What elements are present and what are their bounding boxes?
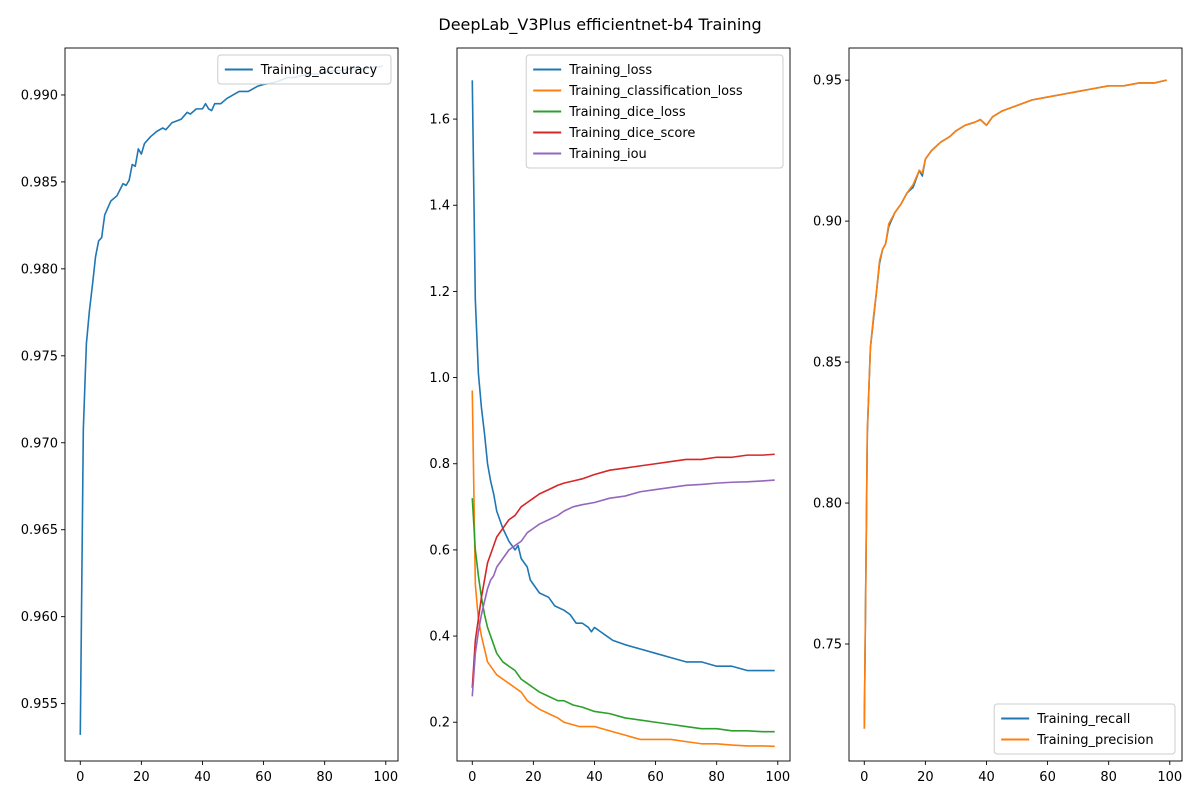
subplot-1: 0 20 40 60 80 100 0.955 0.960 0.965 0.970 0.975 0.9… xyxy=(21,47,399,785)
series-line xyxy=(471,80,775,672)
series-line xyxy=(79,64,384,735)
y-tick-label: 0.985 xyxy=(21,175,58,190)
x-tick-label: 40 xyxy=(586,770,603,785)
y-tick-label: 1.4 xyxy=(429,199,450,214)
series-line xyxy=(863,79,1167,729)
legend: Training_loss Training_classification_los… xyxy=(525,54,784,169)
x-tick-label: 100 xyxy=(1157,770,1182,785)
y-tick-label: 0.975 xyxy=(21,349,58,364)
legend-label: Training_loss xyxy=(568,63,652,78)
series-line xyxy=(471,479,775,697)
axes-frame xyxy=(456,47,791,762)
legend-label: Training_precision xyxy=(1036,733,1153,748)
legend: Training_recall Training_precision xyxy=(993,703,1176,755)
y-tick-label: 0.4 xyxy=(429,630,450,645)
series-line xyxy=(863,79,1167,729)
y-tick-label: 0.2 xyxy=(429,716,450,731)
x-tick-label: 60 xyxy=(647,770,664,785)
legend-box xyxy=(217,54,392,85)
legend-label: Training_recall xyxy=(1036,712,1130,727)
legend: Training_accuracy xyxy=(217,54,392,85)
y-tick-label: 0.965 xyxy=(21,523,58,538)
legend-label: Training_dice_loss xyxy=(568,105,686,120)
figure-title: DeepLab_V3Plus efficientnet-b4 Training xyxy=(438,15,761,35)
x-tick-label: 100 xyxy=(373,770,398,785)
x-tick-label: 0 xyxy=(76,770,84,785)
series-line xyxy=(471,390,775,748)
y-tick-label: 0.85 xyxy=(813,356,842,371)
legend-label: Training_classification_loss xyxy=(568,84,743,99)
y-tick-label: 1.0 xyxy=(429,371,450,386)
y-tick-label: 0.980 xyxy=(21,262,58,277)
x-tick-label: 40 xyxy=(978,770,995,785)
x-tick-label: 40 xyxy=(194,770,211,785)
series-line xyxy=(471,453,775,688)
legend-label: Training_accuracy xyxy=(260,63,378,78)
y-tick-label: 0.990 xyxy=(21,88,58,103)
legend-label: Training_dice_score xyxy=(568,126,695,141)
series-line xyxy=(471,498,775,733)
x-tick-label: 100 xyxy=(765,770,790,785)
x-tick-label: 20 xyxy=(133,770,150,785)
subplot-2: 0 20 40 60 80 100 0.2 0.4 0.6 0.8 1.0 1.2 1.4 1.6 Trai… xyxy=(429,47,791,785)
x-tick-label: 60 xyxy=(255,770,272,785)
y-tick-label: 0.90 xyxy=(813,215,842,230)
x-tick-label: 80 xyxy=(708,770,725,785)
x-tick-label: 0 xyxy=(860,770,868,785)
x-tick-label: 20 xyxy=(917,770,934,785)
y-tick-label: 0.955 xyxy=(21,697,58,712)
y-tick-label: 0.95 xyxy=(813,74,842,89)
y-tick-label: 0.80 xyxy=(813,497,842,512)
y-tick-label: 1.2 xyxy=(429,285,450,300)
x-tick-label: 80 xyxy=(316,770,333,785)
legend-box xyxy=(525,54,784,169)
x-tick-label: 0 xyxy=(468,770,476,785)
legend-box xyxy=(993,703,1176,755)
subplot-3: 0 20 40 60 80 100 0.75 0.80 0.85 0.90 0.95 Training… xyxy=(813,47,1183,785)
axes-frame xyxy=(64,47,399,762)
legend-label: Training_iou xyxy=(568,147,647,162)
y-tick-label: 0.6 xyxy=(429,543,450,558)
x-tick-label: 80 xyxy=(1100,770,1117,785)
x-tick-label: 60 xyxy=(1039,770,1056,785)
axes-frame xyxy=(848,47,1183,762)
y-tick-label: 1.6 xyxy=(429,113,450,128)
y-tick-label: 0.75 xyxy=(813,637,842,652)
y-tick-label: 0.8 xyxy=(429,457,450,472)
x-tick-label: 20 xyxy=(525,770,542,785)
y-tick-label: 0.970 xyxy=(21,436,58,451)
y-tick-label: 0.960 xyxy=(21,610,58,625)
